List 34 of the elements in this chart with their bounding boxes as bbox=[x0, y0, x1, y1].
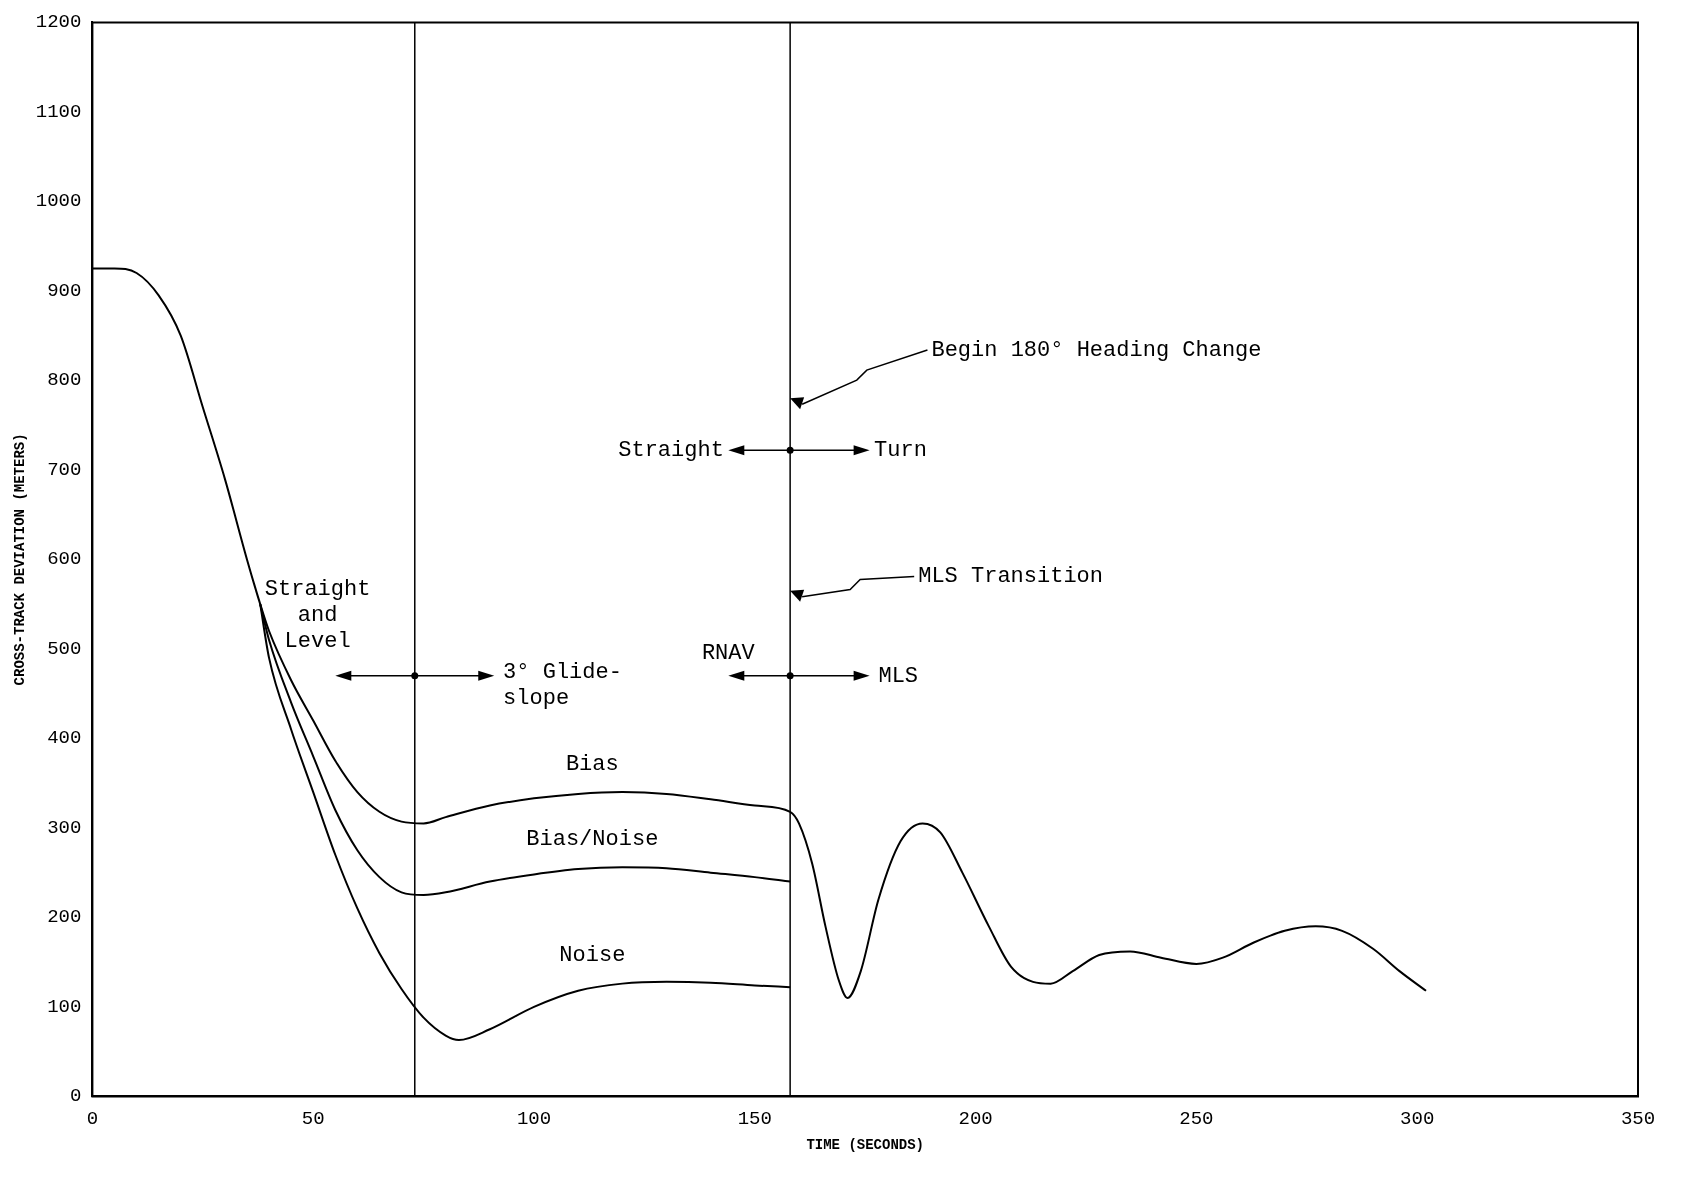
x-tick-label: 250 bbox=[1179, 1107, 1214, 1130]
x-tick-label: 200 bbox=[958, 1107, 993, 1130]
y-tick-label: 700 bbox=[47, 458, 82, 481]
x-tick-label: 0 bbox=[86, 1107, 99, 1130]
y-tick-label: 200 bbox=[47, 906, 82, 929]
y-tick-label: 900 bbox=[47, 279, 82, 302]
y-tick-label: 1200 bbox=[35, 11, 82, 34]
annotation: MLS bbox=[878, 663, 919, 689]
x-tick-label: 300 bbox=[1400, 1107, 1435, 1130]
y-tick-label: 100 bbox=[47, 995, 82, 1018]
y-tick-label: 500 bbox=[47, 637, 82, 660]
y-tick-label: 800 bbox=[47, 369, 82, 392]
x-tick-label: 50 bbox=[301, 1107, 325, 1130]
x-axis-title: TIME (SECONDS) bbox=[806, 1137, 925, 1154]
x-tick-label: 100 bbox=[516, 1107, 552, 1130]
x-tick-label: 150 bbox=[737, 1107, 772, 1130]
y-tick-label: 300 bbox=[47, 816, 82, 839]
annotation: 3° Glide- slope bbox=[503, 660, 622, 711]
y-tick-label: 0 bbox=[70, 1085, 82, 1108]
annotation: MLS Transition bbox=[918, 564, 1104, 590]
series-label: Bias/Noise bbox=[526, 827, 659, 853]
annotation: Begin 180° Heading Change bbox=[931, 337, 1262, 363]
annotation: RNAV bbox=[701, 641, 756, 667]
annotation: Straight and Level bbox=[264, 576, 371, 654]
y-axis-title: CROSS-TRACK DEVIATION (METERS) bbox=[11, 433, 28, 686]
annotation: Turn bbox=[874, 438, 927, 464]
y-tick-label: 1100 bbox=[35, 100, 82, 123]
series-label: Bias bbox=[565, 751, 619, 777]
y-tick-label: 1000 bbox=[35, 190, 82, 213]
y-tick-label: 600 bbox=[47, 548, 82, 571]
x-tick-label: 350 bbox=[1620, 1107, 1656, 1130]
y-tick-label: 400 bbox=[47, 727, 82, 750]
annotation: Straight bbox=[618, 438, 724, 464]
series-label: Noise bbox=[559, 943, 626, 969]
